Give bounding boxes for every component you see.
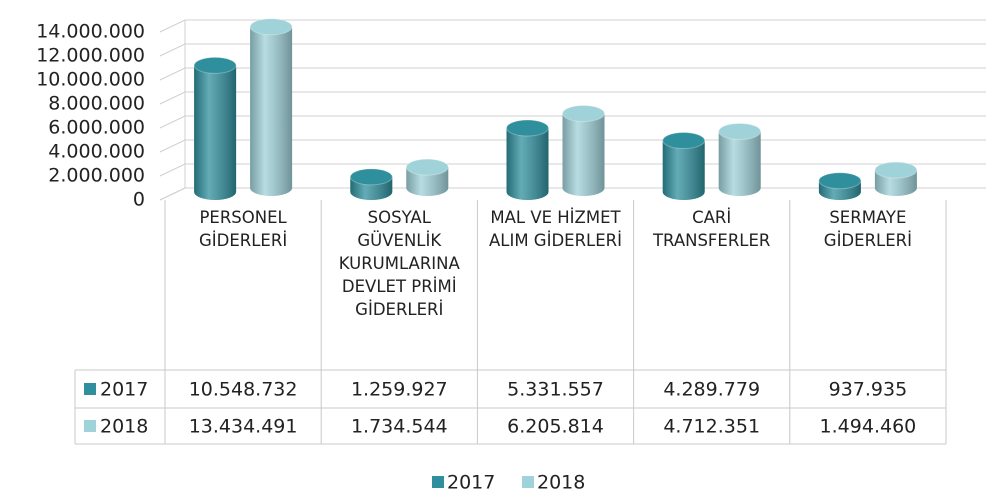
table-value: 1.494.460	[820, 416, 917, 438]
grid-line	[159, 19, 986, 33]
bar-shade	[406, 167, 449, 196]
table-value: 6.205.814	[507, 416, 604, 438]
y-tick-label: 10.000.000	[36, 69, 145, 91]
table-value: 4.289.779	[663, 379, 760, 401]
y-tick-label: 2.000.000	[48, 165, 145, 187]
bar	[562, 105, 605, 196]
row-header: 2017	[100, 379, 148, 401]
bar-top	[193, 56, 237, 74]
table-value: 1.259.927	[351, 379, 448, 401]
y-tick-label: 8.000.000	[48, 93, 145, 115]
grid-line	[159, 91, 986, 105]
bar-top	[718, 122, 762, 140]
x-tick-label: SOSYAL GÜVENLİK KURUMLARINA DEVLET PRİMİ…	[338, 208, 460, 319]
bar	[874, 161, 918, 196]
bar-top	[662, 132, 706, 150]
legend-label: 2018	[537, 472, 585, 494]
y-tick-label: 6.000.000	[48, 117, 145, 139]
bar-shade	[250, 26, 293, 197]
legend-label: 2017	[447, 472, 495, 494]
y-tick-label: 12.000.000	[36, 45, 145, 67]
grid-line	[159, 43, 986, 57]
bar-top	[818, 172, 862, 190]
bar	[249, 18, 293, 197]
bar-top	[249, 18, 293, 36]
legend-key	[522, 476, 534, 488]
x-tick-label: PERSONEL GİDERLERİ	[198, 208, 288, 250]
bar	[349, 168, 393, 200]
x-tick-label: MAL VE HİZMET ALIM GİDERLERİ	[488, 208, 622, 250]
table-value: 5.331.557	[507, 379, 604, 401]
y-tick-label: 4.000.000	[48, 141, 145, 163]
bar-top	[562, 105, 605, 123]
category-cell: SERMAYE GİDERLERİ	[823, 208, 912, 250]
bar	[405, 158, 449, 196]
table-value: 10.548.732	[189, 379, 298, 401]
bar-top	[349, 168, 393, 186]
bar	[506, 119, 549, 200]
grid-line	[159, 67, 986, 81]
table-value: 937.935	[829, 379, 908, 401]
bar-shade	[718, 131, 761, 196]
category-cell: SOSYAL GÜVENLİK KURUMLARINA DEVLET PRİMİ…	[338, 208, 460, 319]
category-cell: CARİ TRANSFERLER	[652, 208, 771, 250]
grid-line	[159, 115, 986, 129]
legend-key	[432, 476, 444, 488]
bar-top	[405, 158, 449, 176]
bar-shade	[506, 128, 549, 200]
legend-key	[84, 383, 96, 395]
bar	[718, 122, 762, 196]
bar	[193, 56, 237, 200]
category-cell: MAL VE HİZMET ALIM GİDERLERİ	[488, 208, 622, 250]
bar-top	[506, 119, 549, 137]
bar	[818, 172, 862, 200]
row-header: 2018	[100, 416, 148, 438]
bar-shade	[562, 113, 605, 196]
bar-top	[874, 161, 918, 179]
table-value: 1.734.544	[351, 416, 448, 438]
y-tick-label: 14.000.000	[36, 21, 145, 43]
x-tick-label: CARİ TRANSFERLER	[652, 208, 771, 250]
category-cell: PERSONEL GİDERLERİ	[198, 208, 288, 250]
bar	[662, 132, 706, 200]
legend-key	[84, 420, 96, 432]
bar-shade	[662, 140, 705, 200]
x-tick-label: SERMAYE GİDERLERİ	[823, 208, 912, 250]
table-value: 13.434.491	[189, 416, 298, 438]
table-value: 4.712.351	[663, 416, 760, 438]
y-tick-label: 0	[133, 189, 145, 211]
bar-shade	[194, 65, 237, 200]
